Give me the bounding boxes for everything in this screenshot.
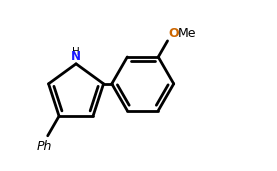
Text: Ph: Ph: [37, 140, 52, 153]
Text: O: O: [168, 27, 179, 40]
Text: Me: Me: [178, 27, 196, 40]
Text: N: N: [71, 50, 81, 63]
Text: H: H: [72, 47, 80, 57]
